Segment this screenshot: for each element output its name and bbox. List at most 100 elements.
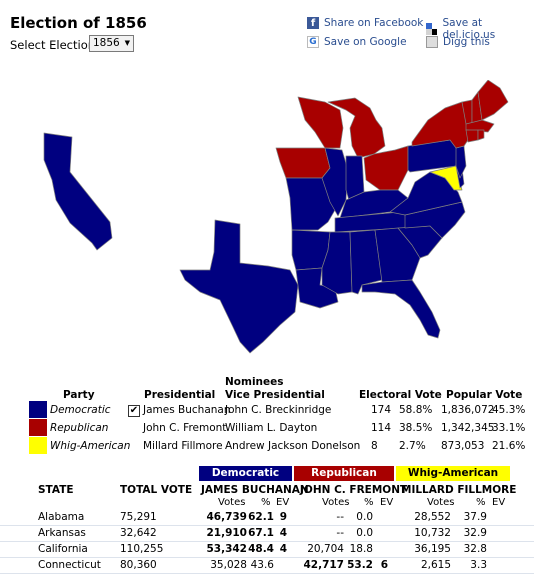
- state-new-york[interactable]: [411, 101, 469, 149]
- nominee-ev-pct: 2.7%: [399, 440, 426, 452]
- nominee-pres: James Buchanan: [143, 404, 231, 416]
- cell-wp: 32.9: [463, 527, 487, 539]
- state-florida[interactable]: [361, 279, 441, 339]
- cell-dp: 43.6: [250, 559, 274, 571]
- col-buchanan: JAMES BUCHANAN: [201, 484, 309, 496]
- nominee-vp: Andrew Jackson Donelson: [225, 440, 361, 452]
- nominee-pop-pct: 21.6%: [492, 440, 526, 452]
- state-maryland[interactable]: [429, 165, 463, 191]
- sub-dem-votes: Votes: [218, 497, 246, 508]
- page-title: Election of 1856: [10, 14, 147, 32]
- nominee-pop: 1,342,345: [441, 422, 495, 434]
- digg-link[interactable]: Digg this: [426, 36, 490, 48]
- nominee-row: Whig-American Millard Fillmore Andrew Jack…: [0, 437, 534, 455]
- nominee-ev: 174: [371, 404, 392, 416]
- select-election-label: Select Election: [10, 38, 96, 52]
- cell-rv: --: [336, 511, 344, 523]
- cell-wv: 28,552: [414, 511, 451, 523]
- cell-de: 4: [279, 527, 287, 539]
- band-democratic: Democratic: [199, 466, 292, 481]
- party-color-swatch: [29, 419, 47, 436]
- nominee-pres: Millard Fillmore: [143, 440, 223, 452]
- sub-dem-ev: EV: [276, 497, 290, 508]
- cell-state: California: [38, 543, 88, 555]
- election-select-value: 1856: [93, 37, 120, 49]
- sub-rep-pct: %: [364, 497, 374, 508]
- party-color-swatch: [29, 401, 47, 418]
- nominees-header: Nominees: [225, 376, 284, 388]
- cell-rv: 42,717: [303, 559, 344, 571]
- nominee-ev: 8: [371, 440, 378, 452]
- state-louisiana[interactable]: [295, 267, 339, 309]
- nominee-row: Republican John C. Fremont William L. Dayt…: [0, 419, 534, 437]
- cell-wp: 3.3: [470, 559, 487, 571]
- cell-dv: 53,342: [206, 543, 247, 555]
- cell-dp: 62.1: [248, 511, 274, 523]
- save-delicious-label: Save at del.icio.us: [442, 17, 496, 41]
- google-icon: G: [307, 36, 319, 48]
- cell-dv: 46,739: [206, 511, 247, 523]
- state-rhode-island[interactable]: [477, 129, 485, 141]
- cell-dp: 67.1: [248, 527, 274, 539]
- col-state: STATE: [38, 484, 74, 496]
- state-iowa[interactable]: [275, 147, 331, 179]
- cell-total: 110,255: [120, 543, 164, 555]
- cell-rp: 18.8: [349, 543, 373, 555]
- cell-rp: 53.2: [347, 559, 373, 571]
- share-facebook-label: Share on Facebook: [324, 17, 424, 29]
- col-vice: Vice Presidential: [225, 389, 325, 401]
- state-illinois[interactable]: [321, 147, 349, 217]
- nominee-party: Republican: [50, 422, 109, 434]
- cell-de: 4: [279, 543, 287, 555]
- cell-wv: 2,615: [420, 559, 451, 571]
- cell-dv: 21,910: [206, 527, 247, 539]
- state-north-carolina[interactable]: [404, 201, 466, 239]
- nominee-row: Democratic James Buchanan John C. Breckinr…: [0, 401, 534, 419]
- nominee-vp: William L. Dayton: [225, 422, 318, 434]
- nominee-party: Whig-American: [50, 440, 131, 452]
- cell-rv: 20,704: [307, 543, 344, 555]
- state-texas[interactable]: [179, 219, 299, 354]
- table-row: California 110,255 53,342 48.4 4 20,704 18.8 36…: [0, 542, 534, 558]
- share-facebook-link[interactable]: f Share on Facebook: [307, 17, 423, 29]
- col-fillmore: MILLARD FILLMORE: [401, 484, 517, 496]
- state-connecticut[interactable]: [465, 129, 479, 143]
- cell-total: 32,642: [120, 527, 157, 539]
- cell-total: 80,360: [120, 559, 157, 571]
- col-total: TOTAL VOTE: [120, 484, 193, 496]
- nominee-pres: John C. Fremont: [143, 422, 227, 434]
- sub-rep-ev: EV: [380, 497, 394, 508]
- nominee-pop-pct: 33.1%: [492, 422, 526, 434]
- winner-check-icon: ✔: [128, 405, 140, 417]
- sub-whig-pct: %: [476, 497, 486, 508]
- col-party: Party: [63, 389, 95, 401]
- cell-state: Arkansas: [38, 527, 86, 539]
- cell-wv: 36,195: [414, 543, 451, 555]
- sub-whig-ev: EV: [492, 497, 506, 508]
- cell-state: Connecticut: [38, 559, 101, 571]
- digg-label: Digg this: [443, 36, 490, 48]
- cell-dp: 48.4: [248, 543, 274, 555]
- band-whig: Whig-American: [396, 466, 510, 481]
- state-california[interactable]: [43, 132, 113, 251]
- cell-state: Alabama: [38, 511, 85, 523]
- table-row: Arkansas 32,642 21,910 67.1 4 -- 0.0 10,732 32.9: [0, 526, 534, 542]
- cell-rv: --: [336, 527, 344, 539]
- state-maine[interactable]: [477, 80, 509, 121]
- nominee-party: Democratic: [50, 404, 111, 416]
- election-map: [43, 80, 509, 354]
- table-row: Alabama 75,291 46,739 62.1 9 -- 0.0 28,552 37.9: [0, 510, 534, 526]
- election-select[interactable]: 1856 ▼: [89, 35, 134, 52]
- save-delicious-link[interactable]: Save at del.icio.us: [426, 17, 534, 41]
- nominee-pop: 1,836,072: [441, 404, 495, 416]
- state-wisconsin[interactable]: [297, 96, 344, 149]
- band-republican: Republican: [294, 466, 394, 481]
- cell-dv: 35,028: [210, 559, 247, 571]
- nominee-pop-pct: 45.3%: [492, 404, 526, 416]
- state-massachusetts[interactable]: [465, 119, 495, 133]
- cell-total: 75,291: [120, 511, 157, 523]
- sub-dem-pct: %: [261, 497, 271, 508]
- col-popular: Popular Vote: [446, 389, 523, 401]
- save-google-link[interactable]: G Save on Google: [307, 36, 407, 48]
- nominee-pop: 873,053: [441, 440, 485, 452]
